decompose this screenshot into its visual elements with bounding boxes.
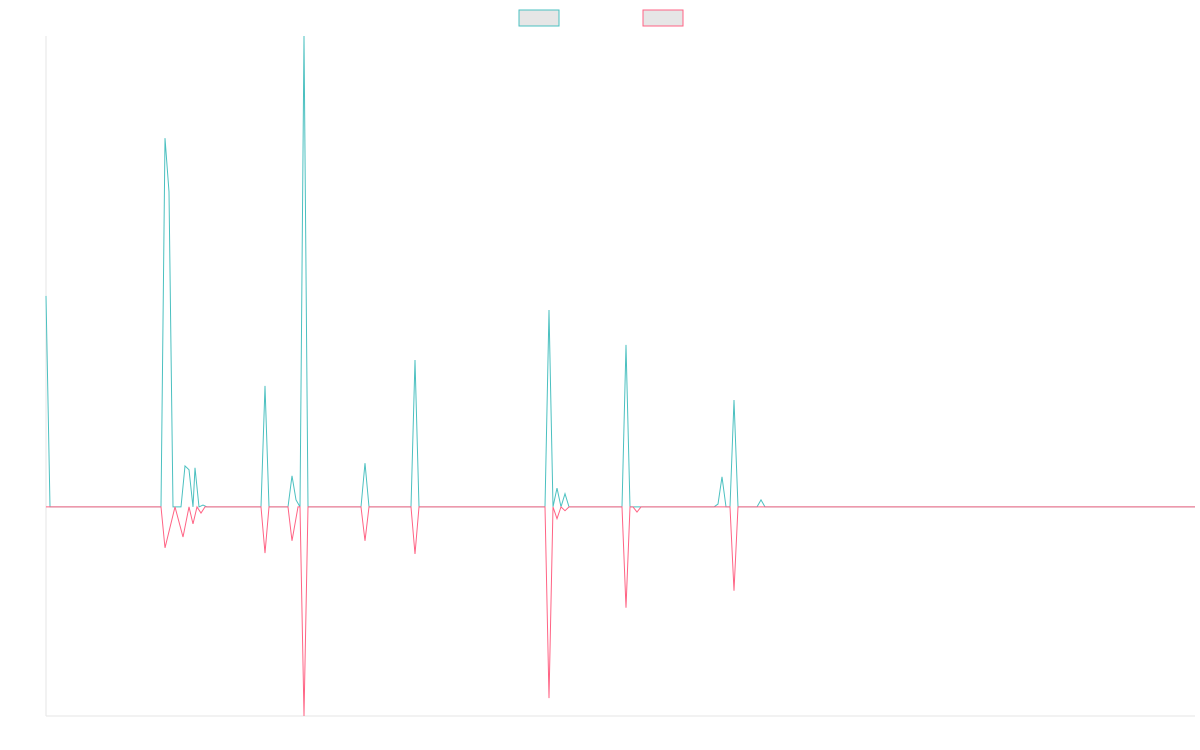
series-line (45, 35, 1195, 509)
legend-swatch[interactable] (518, 9, 560, 27)
series-line (46, 505, 1195, 717)
legend-swatch[interactable] (642, 9, 684, 27)
